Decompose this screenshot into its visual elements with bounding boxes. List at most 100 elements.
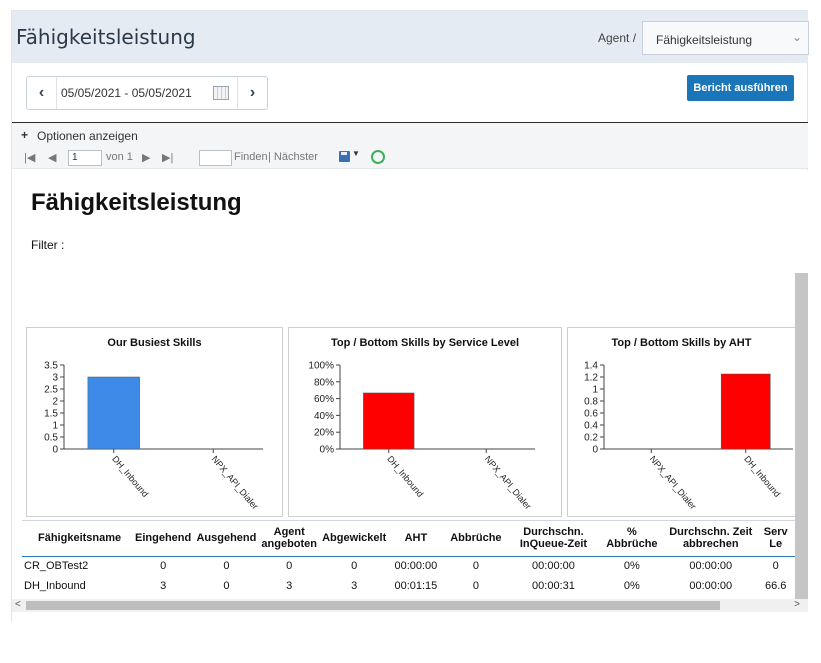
x-tick-label: DH_Inbound [742, 454, 782, 499]
table-cell: 0 [472, 580, 479, 592]
column-header: Abbrüche [450, 532, 502, 545]
table-cell: 0 [194, 555, 259, 576]
calendar-icon[interactable] [213, 86, 229, 100]
y-tick-label: 40% [314, 411, 334, 422]
refresh-icon[interactable] [371, 150, 385, 164]
table-cell: 3 [351, 580, 358, 592]
bar [87, 376, 140, 450]
chevron-down-icon: ⌄ [791, 30, 802, 44]
table-cell: 0% [598, 555, 666, 576]
table-cell: 0 [258, 555, 321, 576]
y-tick-label: 0.8 [584, 397, 598, 408]
y-tick-label: 0.5 [44, 433, 58, 444]
plus-icon[interactable]: + [21, 128, 29, 142]
y-tick-label: 80% [314, 377, 334, 388]
report-content: Fähigkeitsleistung Filter : Our Busiest … [12, 170, 808, 622]
table-cell: 66.6 [764, 580, 787, 592]
y-tick-label: 1 [592, 385, 598, 396]
date-range-text[interactable]: 05/05/2021 - 05/05/2021 [61, 86, 192, 100]
last-page-icon[interactable]: ▶| [162, 152, 174, 164]
title-bar: Fähigkeitsleistung Agent / Fähigkeitslei… [12, 11, 809, 63]
bar [720, 373, 771, 450]
y-tick-label: 0 [52, 445, 58, 456]
table-cell: 00:00:00 [689, 580, 733, 592]
y-tick-label: 3.5 [44, 361, 58, 372]
options-bar[interactable]: + Optionen anzeigen [12, 123, 808, 147]
y-tick-label: 0.6 [584, 409, 598, 420]
y-tick-label: 20% [314, 428, 334, 439]
divider [12, 122, 808, 123]
column-header: Durchschn. InQueue-Zeit [519, 526, 588, 551]
table-cell: 00:00:00 [388, 555, 444, 576]
breadcrumb[interactable]: Agent / [598, 31, 637, 45]
table-cell: 00:00:31 [532, 580, 575, 592]
chart-plot: 00.511.522.533.5 DH_Inbound NPX_API_Dialer [44, 361, 263, 511]
x-tick-label: NPX_API_Dialer [483, 454, 533, 511]
table-cell: 0% [623, 580, 640, 592]
next-page-icon[interactable]: ▶ [142, 152, 151, 164]
x-tick-label: DH_Inbound [110, 454, 150, 499]
table-cell: 0 [320, 555, 389, 576]
column-header: Ausgehend [196, 532, 257, 545]
chevron-right-icon[interactable]: › [237, 77, 267, 109]
find-input[interactable] [199, 150, 232, 166]
table-cell: CR_OBTest2 [22, 555, 132, 576]
scroll-right-icon[interactable]: > [794, 599, 800, 610]
scroll-left-icon[interactable]: < [15, 599, 21, 610]
column-header: Eingehend [135, 532, 192, 545]
table-cell: 3 [286, 580, 293, 592]
report-select-value: Fähigkeitsleistung [656, 33, 753, 47]
page-count-label: von 1 [106, 151, 133, 163]
x-tick-label: DH_Inbound [385, 454, 425, 499]
x-tick-label: NPX_API_Dialer [210, 454, 260, 511]
y-tick-label: 1.4 [584, 361, 598, 372]
table-row: CR_OBTest2 0 0 0 0 00:00:00 0 00:00:00 0… [22, 555, 795, 576]
y-tick-label: 1 [52, 421, 58, 432]
report-toolbar: |◀ ◀ 1 von 1 ▶ ▶| Finden | Nächster ▼ [12, 147, 808, 169]
table-cell: 3 [160, 580, 167, 592]
table-row: DH_Inbound 3 0 3 3 00:01:15 0 00:00:31 0… [22, 576, 795, 596]
prev-page-icon[interactable]: ◀ [48, 152, 57, 164]
find-link[interactable]: Finden [234, 151, 268, 163]
scrollbar-thumb[interactable] [26, 601, 720, 610]
y-tick-label: 100% [308, 361, 334, 372]
service-level-chart: Top / Bottom Skills by Service Level 0% 2… [288, 327, 562, 517]
vertical-scrollbar[interactable] [795, 273, 808, 606]
table-cell: 00:00:00 [508, 555, 599, 576]
report-select[interactable]: Fähigkeitsleistung ⌄ [642, 21, 809, 55]
y-tick-label: 3 [52, 373, 58, 384]
show-options-link[interactable]: Optionen anzeigen [37, 129, 138, 143]
next-link[interactable]: | Nächster [268, 151, 318, 163]
horizontal-scrollbar[interactable]: < > [12, 599, 808, 612]
table-cell: 0 [223, 580, 230, 592]
y-tick-label: 60% [314, 394, 334, 405]
column-header: Durchschn. Zeit abbrechen [669, 526, 753, 551]
y-tick-label: 0 [592, 445, 598, 456]
chart-title: Top / Bottom Skills by Service Level [330, 337, 520, 349]
table-cell: 0 [443, 555, 509, 576]
date-range-picker[interactable]: ‹ 05/05/2021 - 05/05/2021 › [26, 76, 268, 110]
column-header: Fähigkeitsname [38, 532, 122, 545]
page-number-input[interactable]: 1 [68, 150, 102, 166]
aht-chart: Top / Bottom Skills by AHT 0 0.2 0.4 0.6 0.8… [567, 327, 795, 517]
column-header: Agent angeboten [261, 526, 318, 551]
first-page-icon[interactable]: |◀ [24, 152, 36, 164]
chart-plot: 00.20.40.60.811.21.4 NPX_API_Dialer DH_Inb… [584, 361, 793, 511]
table-cell: DH_Inbound [24, 580, 86, 592]
x-tick-label: NPX_API_Dialer [648, 454, 698, 511]
chart-title: Our Busiest Skills [107, 337, 202, 349]
y-tick-label: 2.5 [44, 385, 58, 396]
chart-plot: 0% 20% 40% 60% 80% 100% DH_Inbound NPX_API_Dial… [308, 361, 535, 511]
y-tick-label: 2 [52, 397, 58, 408]
table-cell: 00:00:00 [665, 555, 757, 576]
caret-down-icon[interactable]: ▼ [352, 149, 360, 158]
column-header: AHT [404, 532, 428, 545]
save-icon[interactable] [339, 151, 350, 162]
chevron-left-icon[interactable]: ‹ [27, 77, 57, 109]
y-tick-label: 1.2 [584, 373, 598, 384]
column-header: Abgewickelt [322, 532, 387, 545]
y-tick-label: 0.4 [584, 421, 598, 432]
bar [363, 392, 415, 450]
run-report-button[interactable]: Bericht ausführen [687, 75, 794, 101]
table-cell: 00:01:15 [394, 580, 438, 592]
